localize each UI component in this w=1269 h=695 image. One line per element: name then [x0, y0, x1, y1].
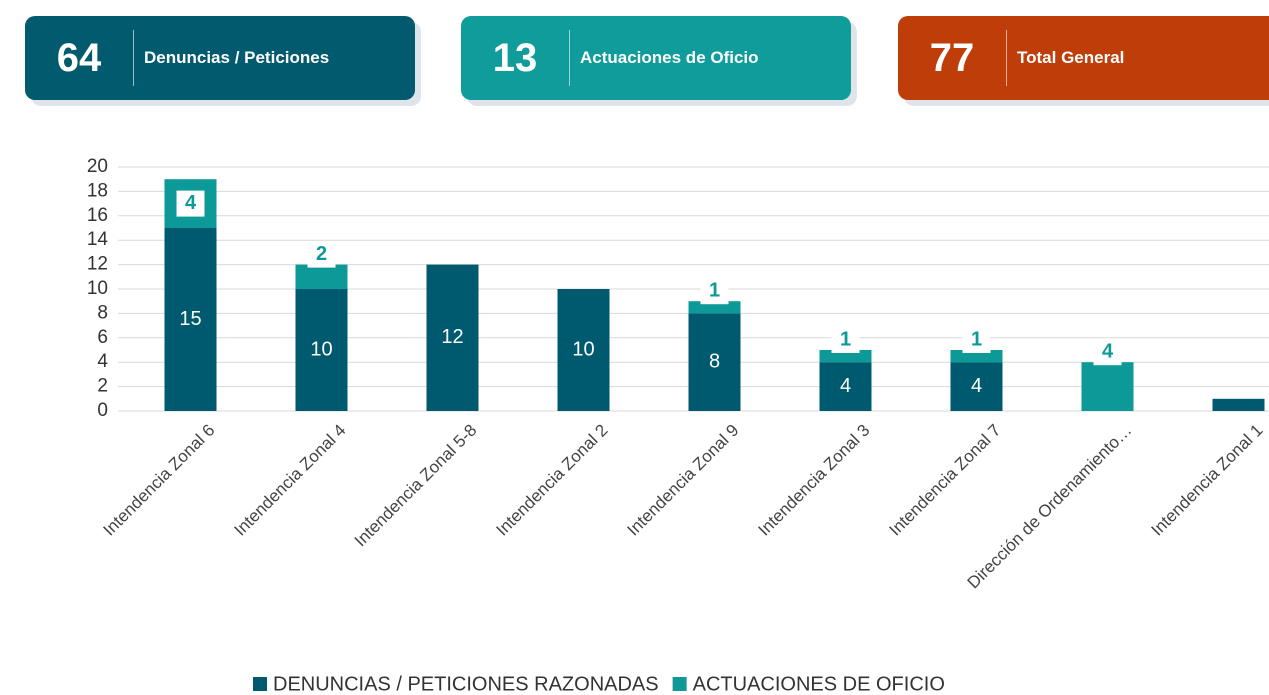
y-tick-label: 4 [97, 351, 108, 372]
x-tick-label: Intendencia Zonal 9 [623, 421, 742, 540]
data-label: 1 [971, 328, 982, 350]
x-tick-label: Intendencia Zonal 1 [1147, 421, 1266, 540]
bar-segment [1081, 362, 1134, 411]
data-label: 4 [185, 192, 197, 214]
y-tick-label: 18 [87, 180, 108, 201]
x-tick-label: Intendencia Zonal 6 [99, 421, 218, 540]
bar-segment [688, 313, 741, 411]
y-tick-label: 2 [97, 376, 108, 397]
bar-segment [688, 301, 741, 314]
data-label: 8 [709, 350, 720, 372]
kpi-label: Actuaciones de Oficio [580, 48, 759, 67]
data-label: 4 [1102, 340, 1114, 362]
data-label-box [307, 241, 336, 268]
data-label-box [176, 190, 205, 217]
bar-segment [557, 289, 610, 411]
data-label: 1 [709, 279, 720, 301]
y-tick-label: 6 [97, 327, 108, 348]
data-label: 4 [971, 375, 982, 397]
bar-segment [1212, 398, 1265, 411]
data-label: 15 [179, 308, 201, 330]
kpi-value: 64 [56, 35, 102, 80]
bar-segment [426, 264, 479, 411]
data-label: 10 [310, 338, 332, 360]
legend-label: ACTUACIONES DE OFICIO [693, 673, 945, 695]
bar-segment [819, 350, 872, 363]
bar-segment [164, 228, 217, 411]
data-label: 10 [572, 338, 594, 360]
kpi-label: Denuncias / Peticiones [144, 48, 330, 67]
kpi-card: 13 Actuaciones de Oficio [461, 16, 851, 100]
data-label-box [1093, 339, 1122, 366]
legend-swatch [672, 677, 687, 691]
bar-segment [295, 264, 348, 289]
y-tick-label: 0 [97, 400, 108, 421]
legend: DENUNCIAS / PETICIONES RAZONADAS ACTUACIO… [253, 673, 945, 695]
x-tick-label: Intendencia Zonal 5-8 [351, 421, 481, 551]
kpi-card: 77 Total General [898, 16, 1269, 100]
legend-label: DENUNCIAS / PETICIONES RAZONADAS [273, 673, 659, 695]
bar-segment [950, 350, 1003, 363]
y-tick-label: 16 [87, 205, 108, 226]
data-label-box [700, 278, 729, 305]
y-tick-label: 14 [87, 229, 109, 250]
x-tick-label: Intendencia Zonal 2 [492, 421, 611, 540]
x-tick-label: Intendencia Zonal 4 [230, 421, 349, 540]
kpi-value: 77 [929, 35, 975, 80]
y-tick-label: 20 [87, 156, 108, 177]
data-label-box [831, 327, 860, 353]
data-label: 12 [441, 326, 463, 348]
legend-swatch [253, 677, 267, 691]
bar-segment [819, 362, 872, 411]
data-label: 4 [840, 375, 851, 397]
y-tick-label: 10 [87, 278, 108, 299]
kpi-label: Total General [1017, 48, 1125, 67]
bar-segment [295, 289, 348, 411]
y-tick-label: 12 [87, 254, 108, 275]
data-label: 2 [316, 243, 327, 265]
y-tick-label: 8 [97, 302, 108, 323]
kpi-value: 13 [492, 35, 538, 80]
x-tick-label: Intendencia Zonal 7 [885, 421, 1004, 540]
x-tick-label: Intendencia Zonal 3 [754, 421, 873, 540]
kpi-card: 64 Denuncias / Peticiones [25, 16, 415, 100]
data-label-box [962, 327, 991, 353]
data-label: 1 [840, 328, 851, 350]
bar-segment [950, 362, 1003, 411]
